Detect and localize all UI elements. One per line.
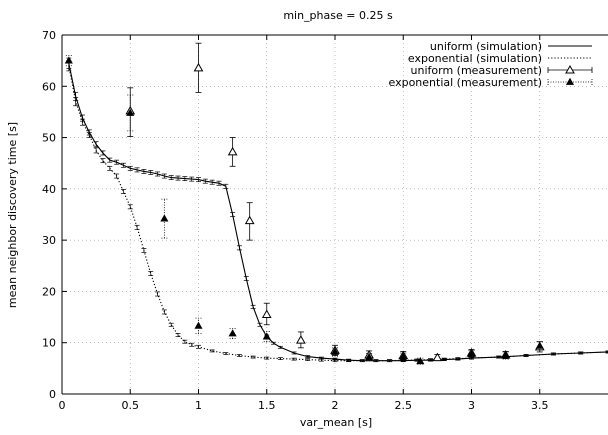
- y-tick-label: 50: [42, 132, 56, 145]
- data-point: [194, 321, 203, 329]
- y-tick-label: 0: [49, 388, 56, 401]
- data-point: [228, 329, 237, 337]
- data-point: [261, 309, 272, 319]
- series-0: [66, 57, 608, 363]
- data-point: [416, 356, 425, 365]
- data-point: [193, 62, 204, 72]
- chart-title: min_phase = 0.25 s: [283, 9, 393, 22]
- x-tick-label: 2.5: [395, 399, 413, 412]
- series-1: [66, 60, 608, 363]
- data-point: [126, 108, 135, 116]
- series-line: [68, 63, 608, 362]
- data-point: [244, 215, 255, 225]
- data-point: [501, 351, 510, 359]
- data-point: [330, 347, 340, 355]
- y-tick-label: 20: [42, 285, 56, 298]
- axes: 0 0.5 1 1.5 2 2.5 3 3.5 0 10 20 30 40 50 60 70: [42, 29, 608, 412]
- x-tick-label: 1: [195, 399, 202, 412]
- x-tick-label: 1.5: [258, 399, 276, 412]
- legend-marker: [565, 77, 575, 85]
- y-tick-label: 70: [42, 29, 56, 42]
- data-point: [160, 214, 169, 222]
- data-point: [227, 146, 238, 156]
- y-tick-label: 30: [42, 234, 56, 247]
- grid: [62, 35, 608, 394]
- y-tick-label: 60: [42, 80, 56, 93]
- legend-label: uniform (measurement): [411, 64, 542, 77]
- y-tick-label: 10: [42, 337, 56, 350]
- x-tick-label: 0: [59, 399, 66, 412]
- data-point: [64, 56, 73, 64]
- y-tick-label: 40: [42, 183, 56, 196]
- data-point: [399, 352, 408, 360]
- data-point: [535, 341, 544, 349]
- legend-label: uniform (simulation): [430, 40, 542, 53]
- data-point: [296, 335, 306, 344]
- legend: uniform (simulation)exponential (simulat…: [389, 40, 593, 89]
- x-axis-title: var_mean [s]: [300, 416, 372, 429]
- data-point: [365, 352, 374, 360]
- legend-label: exponential (measurement): [389, 76, 543, 89]
- legend-marker: [565, 64, 575, 74]
- data-point: [467, 349, 476, 357]
- x-tick-label: 0.5: [122, 399, 140, 412]
- series-layer: [64, 42, 608, 365]
- x-tick-label: 2: [332, 399, 339, 412]
- x-tick-label: 3: [468, 399, 475, 412]
- data-point: [262, 332, 271, 340]
- x-tick-label: 3.5: [531, 399, 549, 412]
- data-point: [432, 352, 443, 362]
- y-axis-title: mean neighbor discovery time [s]: [6, 122, 19, 308]
- legend-label: exponential (simulation): [408, 52, 542, 65]
- series-3: [64, 55, 544, 365]
- series-line: [68, 65, 608, 362]
- series-2: [125, 42, 545, 362]
